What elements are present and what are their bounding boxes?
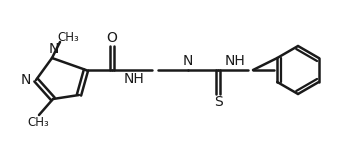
Text: NH: NH bbox=[225, 54, 245, 68]
Text: S: S bbox=[214, 95, 222, 109]
Text: O: O bbox=[106, 31, 118, 45]
Text: NH: NH bbox=[124, 72, 144, 86]
Text: N: N bbox=[183, 54, 193, 68]
Text: CH₃: CH₃ bbox=[57, 30, 79, 44]
Text: N: N bbox=[49, 42, 59, 56]
Text: CH₃: CH₃ bbox=[27, 115, 49, 128]
Text: N: N bbox=[21, 73, 31, 87]
